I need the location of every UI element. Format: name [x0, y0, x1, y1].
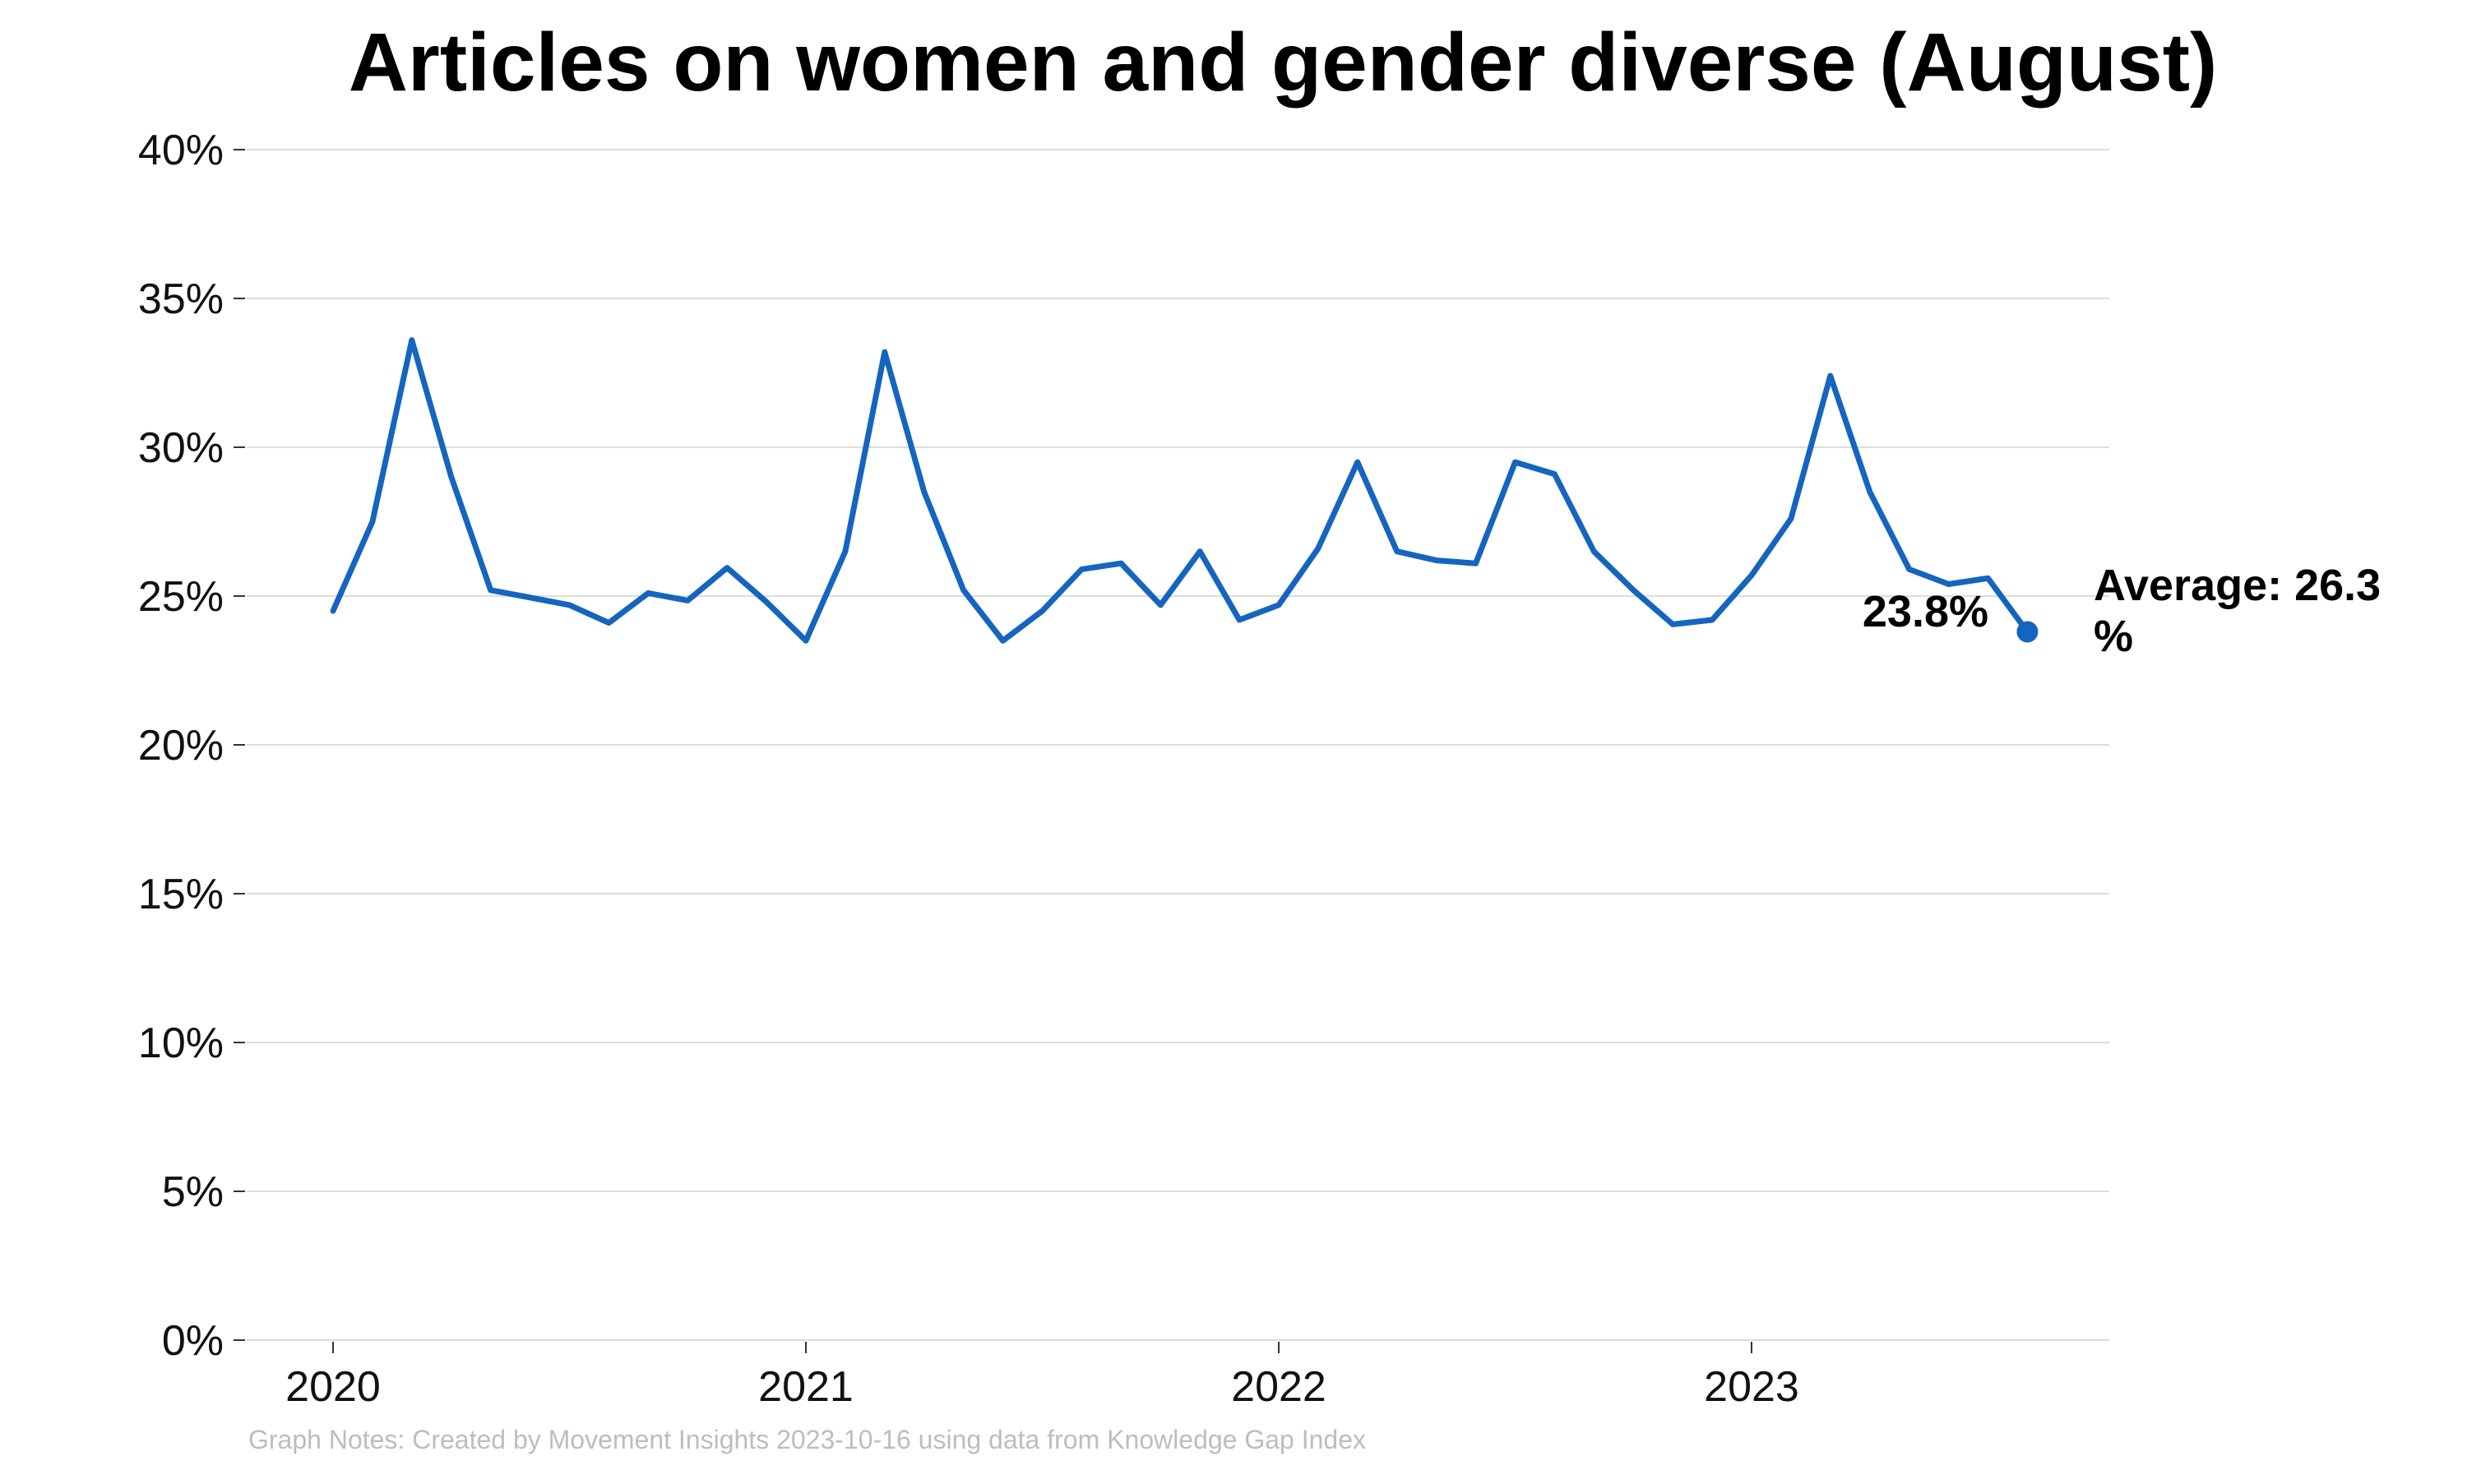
y-axis: 0% 5% 10% 15% 20% 25% 30% 35% 40% — [138, 127, 245, 1365]
y-tick-label: 0% — [162, 1317, 224, 1365]
y-tick-label: 10% — [138, 1019, 224, 1067]
x-tick-label: 2023 — [1704, 1363, 1799, 1411]
series-line — [330, 337, 2030, 644]
y-tick-label: 35% — [138, 275, 224, 323]
graph-note: Graph Notes: Created by Movement Insight… — [248, 1425, 1366, 1454]
last-value-label: 23.8% — [1863, 587, 1988, 636]
y-tick-label: 40% — [138, 127, 224, 174]
series-area — [330, 337, 2039, 644]
y-tick-label: 25% — [138, 573, 224, 621]
y-tick-label: 30% — [138, 424, 224, 472]
x-tick-label: 2021 — [758, 1363, 854, 1411]
chart-title: Articles on women and gender diverse (Au… — [349, 16, 2218, 109]
x-tick-label: 2022 — [1231, 1363, 1326, 1411]
y-tick-label: 20% — [138, 722, 224, 770]
annotations: 23.8% Average: 26.3 % — [1863, 561, 2381, 661]
last-point-marker — [2016, 621, 2039, 643]
x-axis: 2020 2021 2022 2023 — [247, 1339, 2109, 1411]
average-label-unit: % — [2094, 612, 2133, 661]
average-label: Average: 26.3 — [2094, 561, 2381, 610]
x-tick-label: 2020 — [285, 1363, 381, 1411]
y-tick-label: 5% — [162, 1168, 224, 1216]
y-tick-label: 15% — [138, 871, 224, 918]
grid-lines — [247, 149, 2109, 1341]
